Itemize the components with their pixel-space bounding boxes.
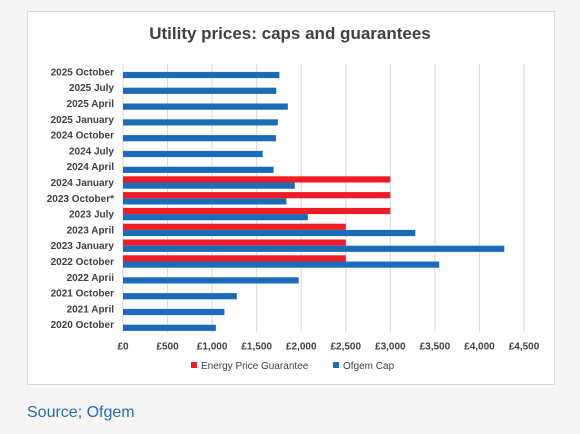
x-tick-label: £500 [156, 342, 179, 353]
category-label: 2023 April [67, 225, 115, 236]
legend-swatch [333, 362, 339, 368]
category-label: 2024 July [69, 146, 114, 157]
chart-frame: Utility prices: caps and guarantees 2025… [27, 11, 555, 385]
category-label: 2025 October [51, 67, 114, 78]
category-label: 2025 April [67, 99, 115, 110]
bar-ofgem-cap [123, 182, 295, 189]
category-label: 2024 October [51, 131, 114, 142]
x-tick-label: £3,500 [420, 342, 451, 353]
category-label: 2024 April [67, 162, 115, 173]
bar-ofgem-cap [123, 119, 278, 126]
bar-ofgem-cap [123, 166, 274, 173]
bar-ofgem-cap [123, 229, 416, 237]
category-label: 2024 January [51, 178, 115, 189]
category-label: 2023 January [51, 241, 115, 252]
x-tick-label: £0 [117, 342, 129, 353]
bar-energy-price-guarantee [123, 239, 346, 246]
bar-ofgem-cap [123, 87, 277, 94]
bar-ofgem-cap [123, 261, 440, 268]
category-label: 2023 July [69, 210, 114, 221]
bar-ofgem-cap [123, 308, 225, 316]
legend: Energy Price Guarantee Ofgem Cap [191, 361, 395, 372]
category-label: 2025 July [69, 83, 114, 94]
bar-energy-price-guarantee [123, 223, 346, 230]
bar-chart: Utility prices: caps and guarantees 2025… [47, 24, 540, 372]
bar-ofgem-cap [123, 324, 216, 331]
bar-energy-price-guarantee [123, 192, 391, 199]
bar-ofgem-cap [123, 103, 288, 110]
category-label: 2021 April [67, 304, 115, 315]
bar-ofgem-cap [123, 71, 280, 79]
category-label: 2021 October [51, 289, 114, 300]
bar-ofgem-cap [123, 245, 505, 252]
category-label: 2023 October* [47, 194, 114, 205]
x-tick-label: £1,500 [241, 342, 272, 353]
x-tick-labels: £0 £500 £1,000 £1,500 £2,000 £2,500 £3,000 £3,5… [117, 342, 539, 353]
x-tick-label: £1,000 [197, 342, 228, 353]
bar-energy-price-guarantee [123, 207, 391, 215]
x-tick-label: £2,000 [286, 342, 317, 353]
x-tick-label: £3,000 [375, 342, 406, 353]
x-tick-label: £4,000 [464, 342, 495, 353]
legend-label: Energy Price Guarantee [201, 361, 309, 372]
chart-title: Utility prices: caps and guarantees [149, 24, 431, 43]
bar-ofgem-cap [123, 150, 263, 158]
category-label: 2022 Aprii [67, 273, 115, 284]
bar-ofgem-cap [123, 293, 237, 300]
source-note: Source; Ofgem [27, 404, 135, 421]
bar-ofgem-cap [123, 135, 277, 142]
bars [123, 71, 505, 331]
category-label: 2025 January [51, 115, 115, 126]
bar-ofgem-cap [123, 198, 287, 205]
category-labels: 2025 October 2025 July 2025 April 2025 Janu… [47, 67, 115, 331]
category-label: 2022 October [51, 257, 114, 268]
x-tick-label: £2,500 [330, 342, 361, 353]
x-tick-label: £4,500 [509, 342, 540, 353]
bar-energy-price-guarantee [123, 176, 391, 183]
bar-ofgem-cap [123, 214, 308, 221]
category-label: 2020 October [51, 320, 114, 331]
legend-label: Ofgem Cap [343, 361, 395, 372]
legend-swatch [191, 362, 197, 368]
bar-energy-price-guarantee [123, 255, 346, 262]
bar-ofgem-cap [123, 277, 299, 284]
